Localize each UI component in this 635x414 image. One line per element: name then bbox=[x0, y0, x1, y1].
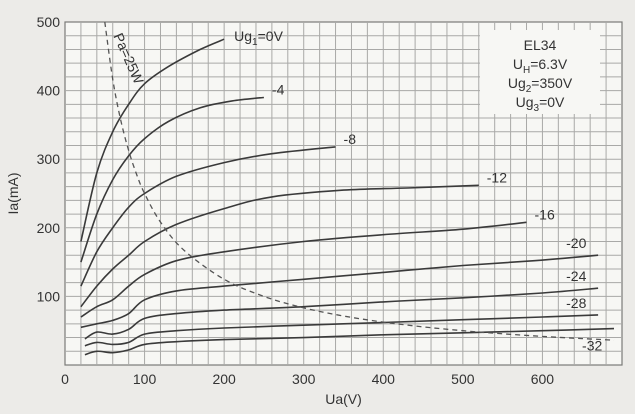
series-label-Ug1=0V-rest: =0V bbox=[258, 28, 284, 44]
series-label--4: -4 bbox=[272, 81, 285, 97]
series-label-Ug1=0V: Ug1=0V bbox=[234, 28, 283, 48]
series-label--12: -12 bbox=[487, 169, 507, 185]
series-label--4-main: -4 bbox=[272, 81, 285, 97]
series-label-Ug1=0V-main: Ug bbox=[234, 28, 252, 44]
legend-line-2: Ug2=350V bbox=[508, 75, 573, 95]
legend-line-2-sub: 2 bbox=[526, 84, 532, 95]
x-tick-label: 500 bbox=[451, 371, 475, 387]
series-line--28 bbox=[84, 314, 599, 347]
legend-line-3-rest: =0V bbox=[539, 94, 565, 110]
y-tick-label: 100 bbox=[37, 288, 61, 304]
series-line--12 bbox=[80, 184, 479, 308]
series-label-Ug1=0V-sub: 1 bbox=[252, 37, 258, 48]
x-tick-label: 200 bbox=[212, 371, 236, 387]
x-tick-label: 600 bbox=[531, 371, 555, 387]
y-tick-label: 200 bbox=[37, 220, 61, 236]
y-tick-label: 500 bbox=[37, 14, 61, 30]
series-line--16 bbox=[80, 221, 527, 318]
legend-line-1-sub: H bbox=[523, 65, 530, 76]
legend-line-3-main: Ug bbox=[516, 94, 534, 110]
x-axis-label: Ua(V) bbox=[325, 391, 362, 407]
legend-line-1-main: U bbox=[513, 56, 523, 72]
series-label--16: -16 bbox=[535, 206, 555, 222]
legend-line-3: Ug3=0V bbox=[516, 94, 565, 114]
legend-box bbox=[480, 30, 600, 114]
x-tick-label: 0 bbox=[61, 371, 69, 387]
series-line--24 bbox=[84, 287, 599, 340]
series-label--16-main: -16 bbox=[535, 206, 555, 222]
power-limit-curve bbox=[104, 21, 615, 341]
legend-line-3-sub: 3 bbox=[534, 103, 540, 114]
legend-line-1-rest: =6.3V bbox=[530, 56, 568, 72]
series-label--28: -28 bbox=[566, 295, 586, 311]
legend-line-0-main: EL34 bbox=[524, 37, 557, 53]
series-label--8-main: -8 bbox=[344, 131, 357, 147]
legend-line-2-main: Ug bbox=[508, 75, 526, 91]
y-tick-label: 300 bbox=[37, 151, 61, 167]
series-label--8: -8 bbox=[344, 131, 357, 147]
legend-line-1: UH=6.3V bbox=[513, 56, 568, 76]
legend-line-2-rest: =350V bbox=[531, 75, 573, 91]
series-label--20-main: -20 bbox=[566, 235, 586, 251]
series-line--8 bbox=[80, 146, 336, 287]
y-axis-label: Ia(mA) bbox=[5, 173, 21, 215]
series-label--24: -24 bbox=[566, 268, 586, 284]
x-tick-label: 100 bbox=[133, 371, 157, 387]
series-label--12-main: -12 bbox=[487, 169, 507, 185]
series-label--32: -32 bbox=[582, 338, 602, 354]
series-label--28-main: -28 bbox=[566, 295, 586, 311]
x-tick-label: 300 bbox=[292, 371, 316, 387]
legend-line-0: EL34 bbox=[524, 37, 557, 53]
series-label--20: -20 bbox=[566, 235, 586, 251]
y-tick-label: 400 bbox=[37, 83, 61, 99]
series-line--4 bbox=[80, 96, 264, 263]
series-line-Ug1=0V bbox=[80, 38, 225, 242]
series-line--20 bbox=[80, 254, 599, 329]
series-label--24-main: -24 bbox=[566, 268, 586, 284]
series-label--32-main: -32 bbox=[582, 338, 602, 354]
x-tick-label: 400 bbox=[372, 371, 396, 387]
